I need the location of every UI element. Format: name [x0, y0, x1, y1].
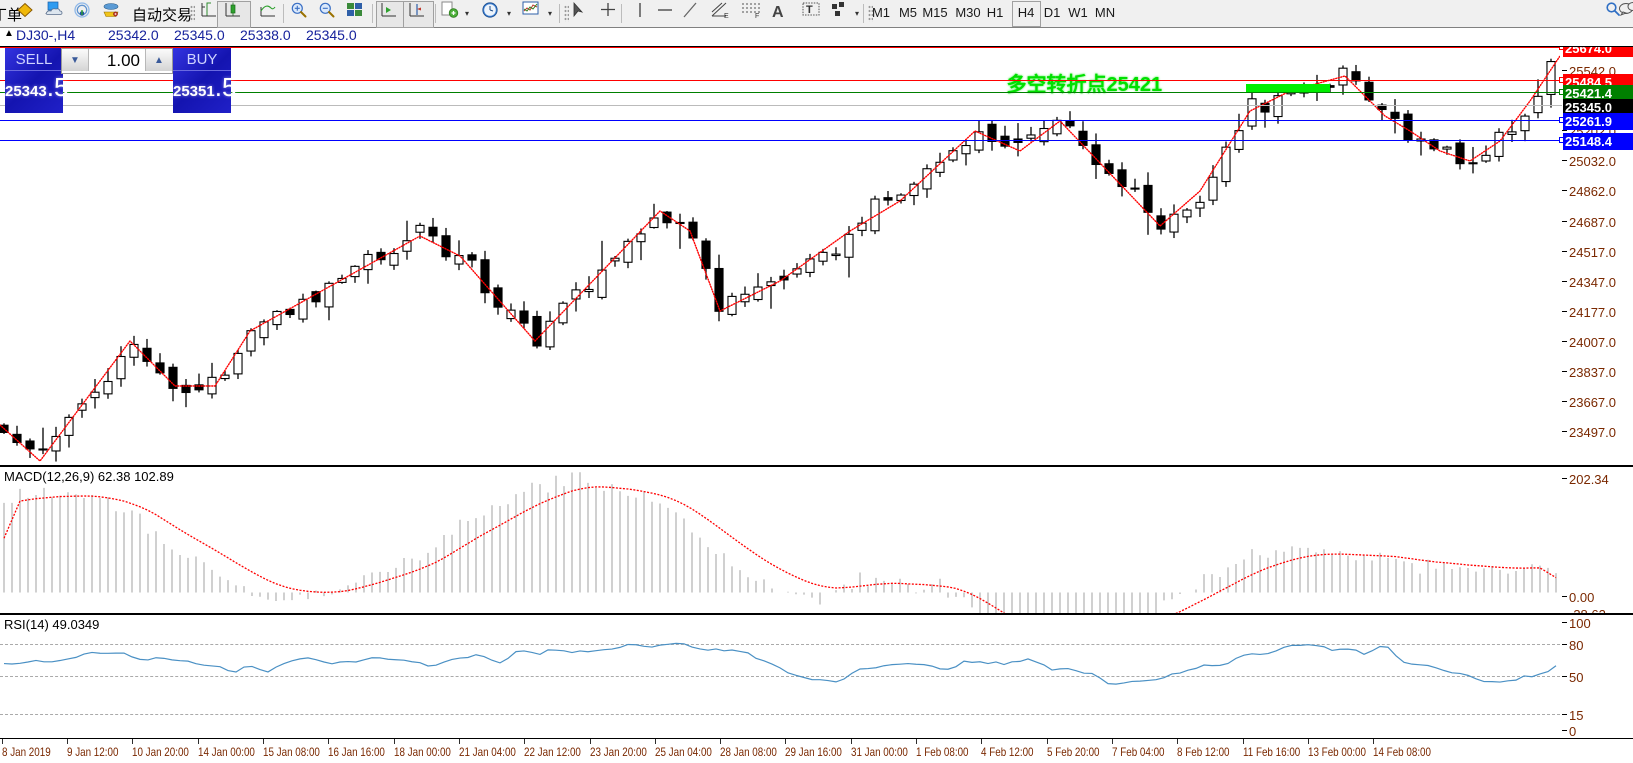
- svg-text:T: T: [806, 4, 813, 16]
- svg-text:F: F: [755, 13, 759, 19]
- svg-text:E: E: [724, 13, 729, 19]
